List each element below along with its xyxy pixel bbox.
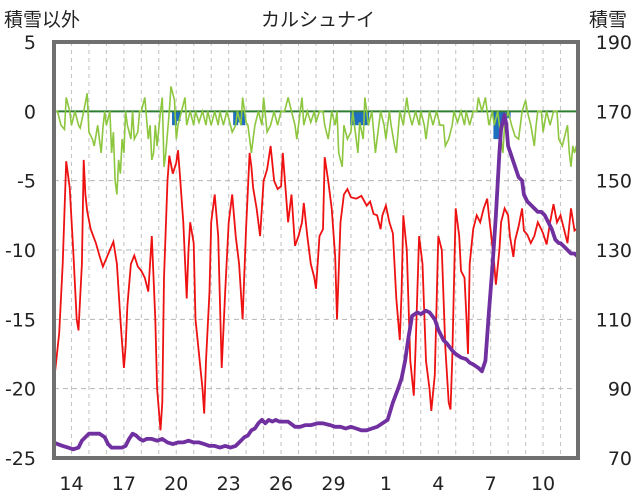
precip-bar [360,111,366,126]
y-right-tick-label: 170 [596,101,632,123]
y-right-tick-label: 90 [608,379,632,401]
wind-series-line [54,86,579,195]
y-left-tick-label: -25 [5,448,36,470]
x-tick-label: 29 [321,473,345,495]
y-left-label: 積雪以外 [4,9,80,31]
x-tick-label: 17 [112,473,136,495]
y-left-tick-label: 5 [24,32,36,54]
y-left-tick-label: 0 [24,101,36,123]
snow-depth-series-line [53,112,580,452]
precip-bar [357,111,363,123]
precip-bar [175,111,181,122]
x-tick-label: 4 [432,473,444,495]
x-tick-label: 10 [531,473,555,495]
x-tick-label: 7 [485,473,497,495]
x-tick-label: 1 [380,473,392,495]
chart-title: カルシュナイ [261,9,375,31]
precip-bar [505,111,511,119]
x-tick-label: 26 [269,473,293,495]
plot-frame [52,40,580,460]
y-right-tick-label: 150 [596,171,632,193]
precip-bar [233,111,239,126]
y-right-tick-label: 70 [608,448,632,470]
precip-bar [353,111,359,126]
y-left-tick-label: -10 [5,240,36,262]
x-ticks: 14 17 20 23 26 29 1 4 7 10 [59,473,555,495]
y-right-tick-label: 190 [596,32,632,54]
precip-bar [172,111,178,126]
y-right-tick-label: 110 [596,309,632,331]
x-tick-label: 23 [217,473,241,495]
x-tick-label: 20 [164,473,188,495]
y-right-label: 積雪 [589,9,627,31]
precip-bar [240,111,246,126]
y-left-ticks: 5 0 -5 -10 -15 -20 -25 [5,32,36,470]
precip-bar [364,111,370,126]
x-tick-label: 14 [59,473,83,495]
y-left-tick-label: -5 [17,171,36,193]
temperature-series-line [53,145,579,431]
y-left-tick-label: -15 [5,309,36,331]
precip-bar [493,111,499,140]
y-right-ticks: 190 170 150 130 110 90 70 [596,32,632,470]
y-left-tick-label: -20 [5,379,36,401]
y-right-tick-label: 130 [596,240,632,262]
